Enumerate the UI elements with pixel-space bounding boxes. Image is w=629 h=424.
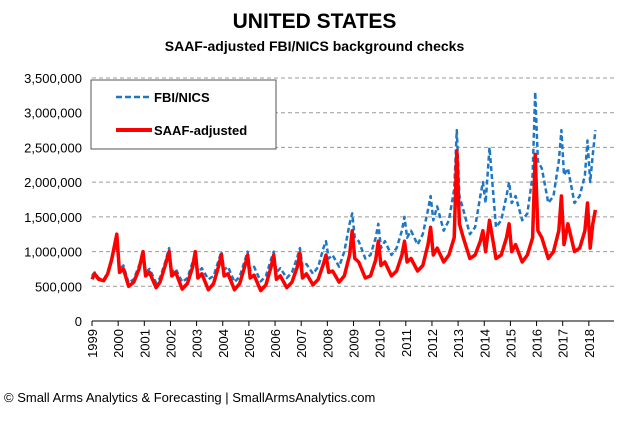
x-tick-label: 2012	[425, 329, 440, 358]
series-fbi-nics-line	[90, 90, 597, 285]
x-tick-label: 2006	[268, 329, 283, 358]
legend-saaf-label: SAAF-adjusted	[154, 123, 247, 138]
x-tick-label: 2004	[216, 329, 231, 358]
x-tick-label: 2008	[320, 329, 335, 358]
y-tick-label: 2,000,000	[24, 175, 82, 190]
y-tick-label: 2,500,000	[24, 140, 82, 155]
y-tick-label: 500,000	[35, 279, 82, 294]
x-tick-label: 1999	[85, 329, 100, 358]
x-tick-label: 2009	[347, 329, 362, 358]
x-tick-label: 2003	[190, 329, 205, 358]
chart-title: UNITED STATES	[232, 10, 397, 33]
series-saaf-adjusted-line	[90, 149, 598, 293]
x-tick-label: 2000	[111, 329, 126, 358]
x-tick-label: 2007	[294, 329, 309, 358]
x-tick-label: 2014	[477, 329, 492, 358]
y-tick-label: 1,000,000	[24, 245, 82, 260]
y-tick-label: 1,500,000	[24, 210, 82, 225]
x-tick-label: 2011	[399, 329, 414, 357]
y-axis-ticks: 0 500,000 1,000,000 1,500,000 2,000,000 2,500…	[24, 71, 82, 329]
legend: FBI/NICS SAAF-adjusted	[90, 79, 277, 150]
copyright-footer: © Small Arms Analytics & Forecasting | S…	[4, 390, 376, 405]
x-tick-label: 2016	[530, 329, 545, 358]
y-tick-label: 3,500,000	[24, 71, 82, 86]
x-tick-label: 2002	[163, 329, 178, 358]
x-tick-label: 2005	[242, 329, 257, 358]
legend-box	[90, 79, 277, 150]
x-tick-label: 2013	[451, 329, 466, 358]
x-axis: 1999 2000 2001 2002 2003 2004 2005 2006 2007 2008…	[85, 320, 614, 358]
y-tick-label: 3,000,000	[24, 106, 82, 121]
series-lines	[90, 90, 598, 293]
x-tick-label: 2010	[373, 329, 388, 358]
x-tick-label: 2018	[582, 329, 597, 358]
x-tick-label: 2001	[137, 329, 152, 358]
x-tick-label: 2015	[503, 329, 518, 358]
x-tick-label: 2017	[556, 329, 571, 358]
chart-subtitle: SAAF-adjusted FBI/NICS background checks	[164, 38, 465, 54]
y-tick-label: 0	[75, 314, 82, 329]
legend-fbi-label: FBI/NICS	[154, 90, 210, 105]
